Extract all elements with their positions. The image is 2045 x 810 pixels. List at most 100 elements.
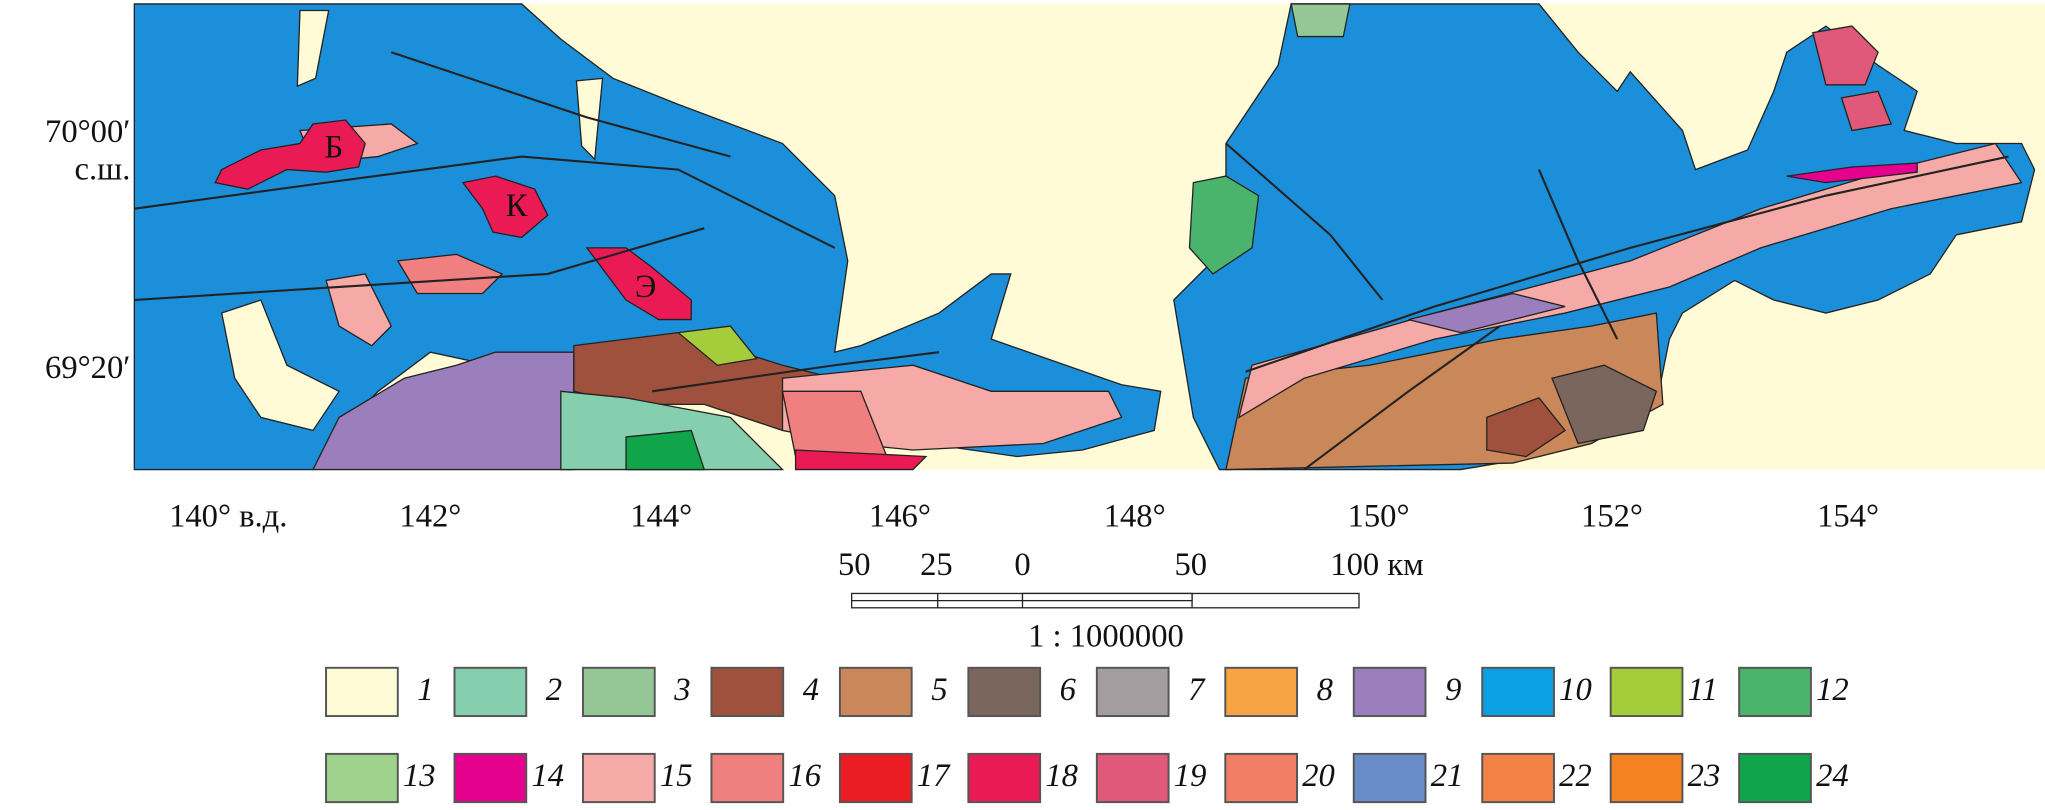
legend-label: 24	[1816, 758, 1849, 794]
legend-label: 3	[673, 672, 690, 708]
green-blob	[1188, 175, 1260, 275]
scale-label: 50	[838, 547, 871, 583]
fault	[390, 51, 731, 158]
longitude-label: 144°	[630, 499, 692, 535]
legend-label: 9	[1445, 672, 1461, 708]
legend-swatch	[1481, 752, 1555, 804]
legend-label: 23	[1688, 758, 1721, 794]
legend-swatch	[582, 666, 656, 718]
fault	[134, 155, 836, 249]
legend-swatch	[453, 666, 528, 718]
legend-label: 5	[931, 672, 947, 708]
legend-swatch	[453, 752, 528, 804]
cream-patch	[296, 9, 330, 88]
legend-label: 16	[788, 758, 821, 794]
legend-swatch	[1609, 666, 1684, 718]
legend-swatch	[838, 752, 913, 804]
green-patch	[676, 325, 758, 366]
intrusion	[214, 119, 366, 190]
legend-label: 13	[403, 758, 436, 794]
place-label: Э	[635, 269, 657, 305]
geologic-map	[133, 3, 2045, 471]
purple-band	[1408, 292, 1566, 334]
fault	[134, 227, 705, 302]
legend-label: 17	[917, 758, 951, 794]
fault	[1538, 169, 1619, 340]
legend-swatch	[1224, 666, 1299, 718]
legend-label: 1	[417, 672, 433, 708]
green-region	[625, 429, 706, 471]
legend-swatch	[1481, 666, 1555, 718]
legend-label: 12	[1816, 672, 1849, 708]
place-label: Б	[325, 130, 344, 166]
legend-label: 8	[1317, 672, 1333, 708]
teal-region	[560, 390, 785, 471]
legend-swatch	[710, 666, 785, 718]
scale-ratio: 1 : 1000000	[1028, 619, 1184, 655]
brown-patch	[1486, 397, 1567, 458]
legend-label: 2	[546, 672, 562, 708]
scale-label: 0	[1014, 547, 1030, 583]
longitude-label: 150°	[1348, 499, 1410, 535]
latitude-label: 69°20′	[45, 350, 130, 386]
legend-swatch	[1609, 752, 1684, 804]
legend-swatch	[967, 752, 1042, 804]
legend-label: 20	[1302, 758, 1335, 794]
legend-swatch	[967, 666, 1042, 718]
legend-swatch	[1224, 752, 1299, 804]
blue-region	[133, 3, 1162, 471]
legend-label: 10	[1559, 672, 1592, 708]
legend-label: 14	[531, 758, 564, 794]
legend-swatch	[325, 752, 399, 804]
red-region	[794, 449, 928, 471]
legend-swatch	[1095, 666, 1170, 718]
legend-swatch	[325, 666, 399, 718]
cream-patch	[220, 299, 341, 432]
legend-label: 7	[1188, 672, 1206, 708]
longitude-label: 152°	[1581, 499, 1643, 535]
longitude-label: 148°	[1104, 499, 1166, 535]
scale-label: 25	[920, 547, 953, 583]
scale-bar	[850, 592, 1360, 609]
legend-label: 18	[1045, 758, 1078, 794]
fault	[1303, 325, 1501, 471]
scale-label: 50	[1174, 547, 1207, 583]
pink-blob	[1840, 90, 1893, 132]
fault	[651, 351, 940, 393]
salmon-patch	[396, 253, 504, 295]
legend-swatch	[582, 752, 656, 804]
dark-patch	[1551, 364, 1658, 445]
legend-swatch	[838, 666, 913, 718]
fault	[1225, 142, 1384, 301]
legend-swatch	[710, 752, 785, 804]
pink-blob	[1812, 25, 1879, 86]
longitude-label: 146°	[869, 499, 931, 535]
green-blob	[1290, 3, 1351, 38]
latitude-label: с.ш.	[75, 152, 131, 188]
pink-patch	[325, 273, 393, 347]
legend-label: 19	[1174, 758, 1207, 794]
legend-label: 21	[1431, 758, 1464, 794]
legend-swatch	[1738, 666, 1812, 718]
legend-swatch	[1738, 752, 1812, 804]
longitude-label: 142°	[399, 499, 461, 535]
longitude-label: 154°	[1817, 499, 1879, 535]
legend-label: 4	[803, 672, 819, 708]
legend-label: 15	[660, 758, 693, 794]
legend-label: 11	[1688, 672, 1718, 708]
fault	[1245, 155, 2009, 373]
scale-label: 100 км	[1330, 547, 1424, 583]
legend-swatch	[1352, 752, 1427, 804]
intrusion	[461, 175, 549, 239]
legend-label: 22	[1559, 758, 1592, 794]
longitude-label: 140° в.д.	[169, 499, 287, 535]
scale-segment	[1021, 592, 1193, 602]
legend-swatch	[1352, 666, 1427, 718]
legend-swatch	[1095, 752, 1170, 804]
legend-label: 6	[1060, 672, 1077, 708]
pink-band	[1237, 142, 2023, 419]
latitude-label: 70°00′	[45, 114, 130, 150]
place-label: К	[506, 188, 528, 224]
magenta-band	[1786, 162, 1918, 184]
